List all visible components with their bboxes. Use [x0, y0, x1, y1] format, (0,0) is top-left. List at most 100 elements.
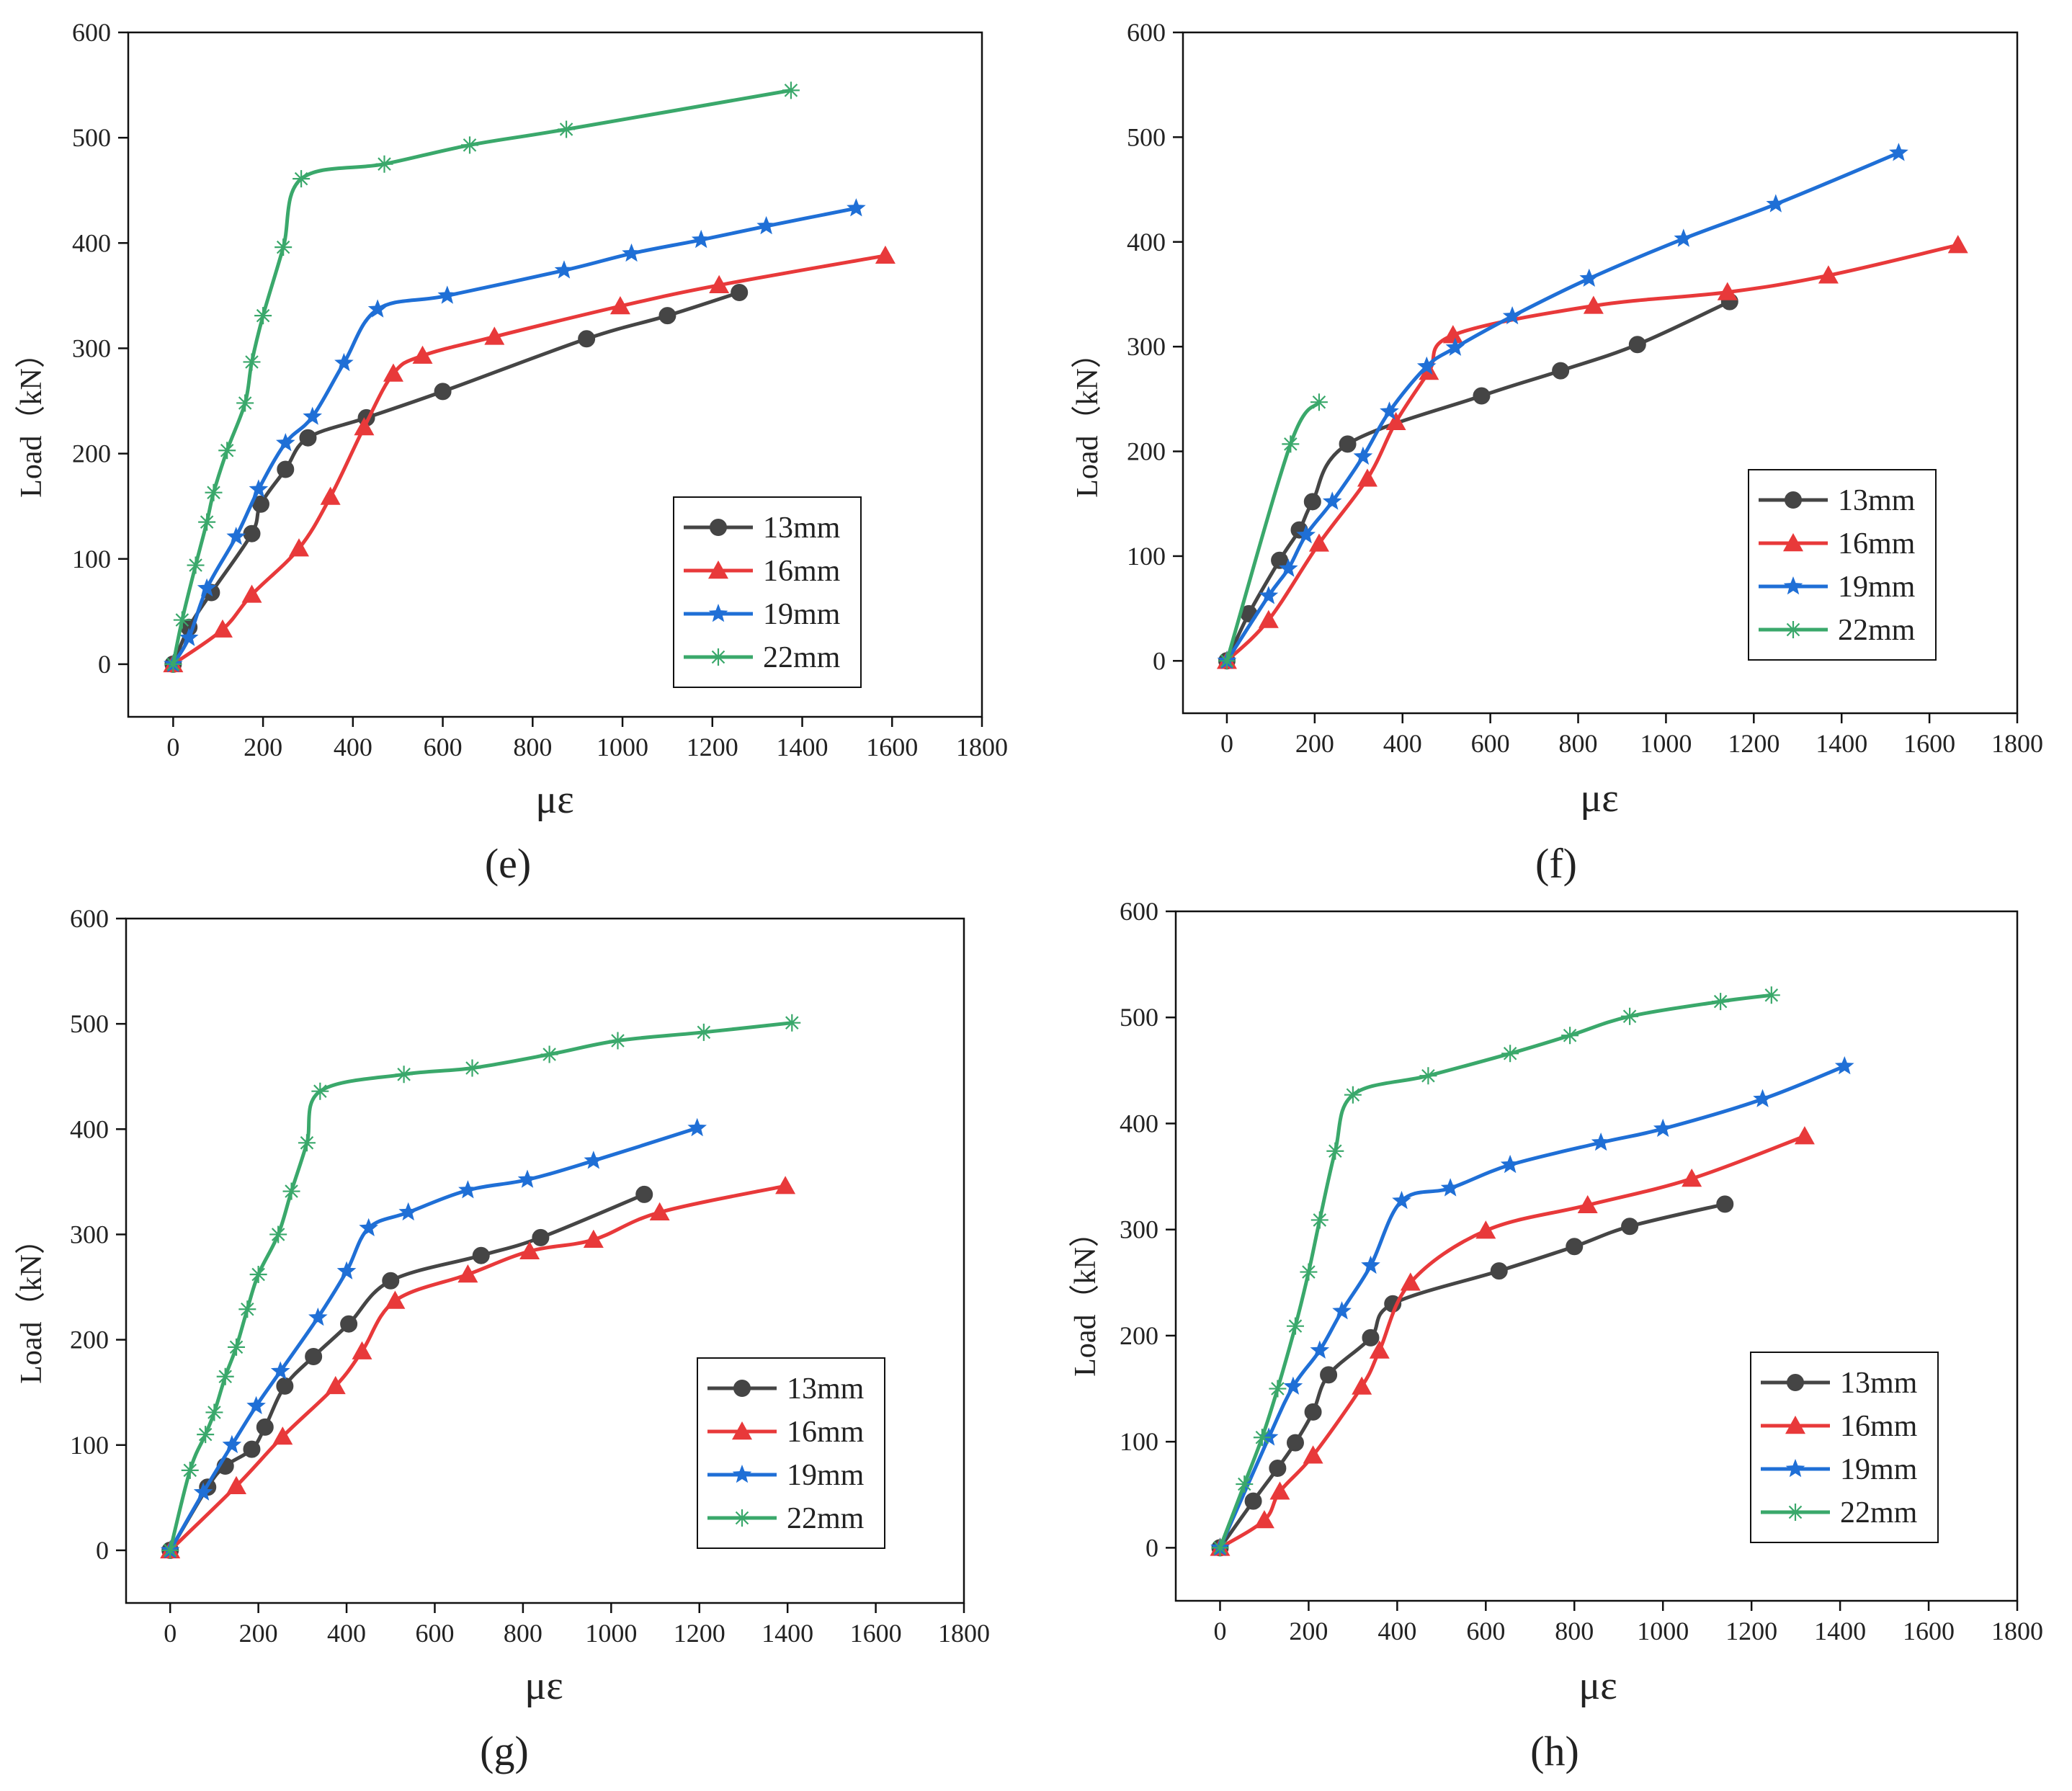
data-point-16mm	[1717, 282, 1738, 300]
y-axis-title: Load（kN）	[15, 338, 48, 498]
legend: 13mm 16mm 19mm 22mm	[673, 496, 862, 688]
x-tick-label: 1000	[1640, 729, 1692, 758]
data-point-16mm	[1577, 1194, 1598, 1214]
data-point-19mm	[226, 527, 246, 545]
data-point-19mm	[1502, 306, 1522, 325]
data-point-22mm	[395, 1066, 413, 1084]
plot-frame	[1182, 31, 2019, 715]
y-tick-label: 500	[70, 1009, 109, 1038]
data-point-19mm	[276, 433, 295, 452]
data-point-22mm	[205, 483, 223, 501]
legend-marker-13mm	[710, 519, 727, 536]
series-line-16mm	[1225, 243, 1960, 663]
legend-marker-22mm	[1785, 621, 1802, 638]
data-point-13mm	[243, 524, 261, 542]
x-tick-label: 1800	[1991, 1617, 2043, 1645]
x-tick-label: 600	[415, 1619, 454, 1648]
x-axis-title: με	[1578, 1663, 1617, 1708]
series-22mm	[1218, 393, 1328, 670]
data-point-13mm	[1473, 387, 1491, 405]
series-22mm	[164, 81, 800, 673]
data-point-13mm	[1621, 1218, 1639, 1236]
data-point-19mm	[303, 406, 322, 425]
y-tick-label: 500	[1120, 1003, 1158, 1032]
y-tick-label: 0	[96, 1536, 109, 1565]
data-point-22mm	[1762, 986, 1780, 1004]
data-point-19mm	[584, 1151, 604, 1169]
legend-label-13mm: 13mm	[787, 1372, 865, 1406]
panel-label: (e)	[485, 840, 531, 887]
data-point-22mm	[1253, 1429, 1271, 1447]
data-point-16mm	[1475, 1220, 1496, 1239]
legend-marker-19mm	[1785, 1459, 1805, 1478]
x-tick-label: 1400	[1816, 729, 1867, 758]
x-tick-label: 1200	[674, 1619, 725, 1648]
data-point-19mm	[334, 352, 354, 372]
data-point-16mm	[1794, 1126, 1815, 1145]
y-tick-label: 300	[1127, 332, 1166, 361]
x-tick-label: 1800	[938, 1619, 990, 1648]
data-point-22mm	[161, 1541, 179, 1559]
data-point-16mm	[519, 1241, 540, 1260]
data-point-13mm	[472, 1246, 490, 1264]
y-tick-label: 300	[72, 334, 111, 362]
y-tick-label: 600	[72, 18, 111, 47]
x-tick-label: 1200	[1725, 1617, 1777, 1645]
x-tick-label: 200	[1295, 729, 1334, 758]
data-point-19mm	[336, 1261, 357, 1279]
data-point-16mm	[484, 326, 505, 345]
data-point-22mm	[461, 136, 478, 154]
data-point-13mm	[299, 429, 317, 447]
data-point-16mm	[325, 1375, 346, 1395]
x-tick-label: 1800	[956, 733, 1008, 761]
y-tick-label: 400	[1120, 1109, 1158, 1138]
data-point-19mm	[222, 1434, 242, 1454]
x-tick-label: 1600	[850, 1619, 902, 1648]
data-point-19mm	[1380, 401, 1399, 420]
data-point-22mm	[1269, 1380, 1287, 1398]
data-point-22mm	[1712, 993, 1730, 1011]
legend-marker-16mm	[708, 560, 728, 579]
plot-frame	[1174, 910, 2019, 1602]
legend-label-22mm: 22mm	[787, 1502, 865, 1535]
data-point-22mm	[218, 442, 236, 460]
y-tick-label: 200	[1127, 437, 1166, 466]
legend-label-16mm: 16mm	[1840, 1410, 1918, 1443]
data-point-22mm	[783, 1014, 801, 1032]
data-point-19mm	[1445, 337, 1465, 356]
x-tick-label: 400	[334, 733, 372, 761]
data-point-22mm	[1211, 1539, 1229, 1557]
legend-marker-19mm	[1783, 576, 1803, 595]
x-tick-label: 1400	[777, 733, 829, 761]
data-point-19mm	[1296, 524, 1316, 544]
data-point-22mm	[695, 1023, 713, 1041]
data-point-22mm	[282, 1182, 300, 1200]
data-point-19mm	[622, 243, 641, 262]
panel-label: (g)	[480, 1728, 529, 1774]
data-point-16mm	[1269, 1481, 1290, 1500]
x-tick-label: 1000	[597, 733, 648, 761]
series-line-22mm	[1225, 400, 1321, 663]
data-point-19mm	[1500, 1154, 1520, 1174]
x-tick-label: 400	[1377, 1617, 1416, 1645]
x-tick-label: 1400	[1814, 1617, 1866, 1645]
legend: 13mm 16mm 19mm 22mm	[697, 1357, 885, 1549]
data-point-16mm	[1400, 1272, 1421, 1291]
data-point-19mm	[193, 1482, 213, 1501]
x-tick-label: 1200	[687, 733, 738, 761]
data-point-22mm	[1286, 1317, 1304, 1335]
data-point-13mm	[1490, 1262, 1508, 1280]
legend-label-13mm: 13mm	[1838, 484, 1916, 517]
panel-label: (f)	[1535, 840, 1577, 887]
chart-panel-e: 0 200 400 600 800 1000 1200 1400 1600 1800 0 100 200…	[15, 18, 1008, 887]
data-point-16mm	[385, 1290, 406, 1309]
data-point-13mm	[1339, 435, 1357, 453]
data-point-13mm	[1628, 336, 1646, 354]
data-point-19mm	[246, 1395, 266, 1414]
data-point-16mm	[383, 363, 403, 382]
x-tick-label: 1000	[1637, 1617, 1689, 1645]
x-tick-label: 600	[1471, 729, 1510, 758]
legend-marker-22mm	[1787, 1504, 1804, 1521]
x-tick-label: 600	[1466, 1617, 1505, 1645]
data-point-16mm	[1947, 235, 1968, 254]
